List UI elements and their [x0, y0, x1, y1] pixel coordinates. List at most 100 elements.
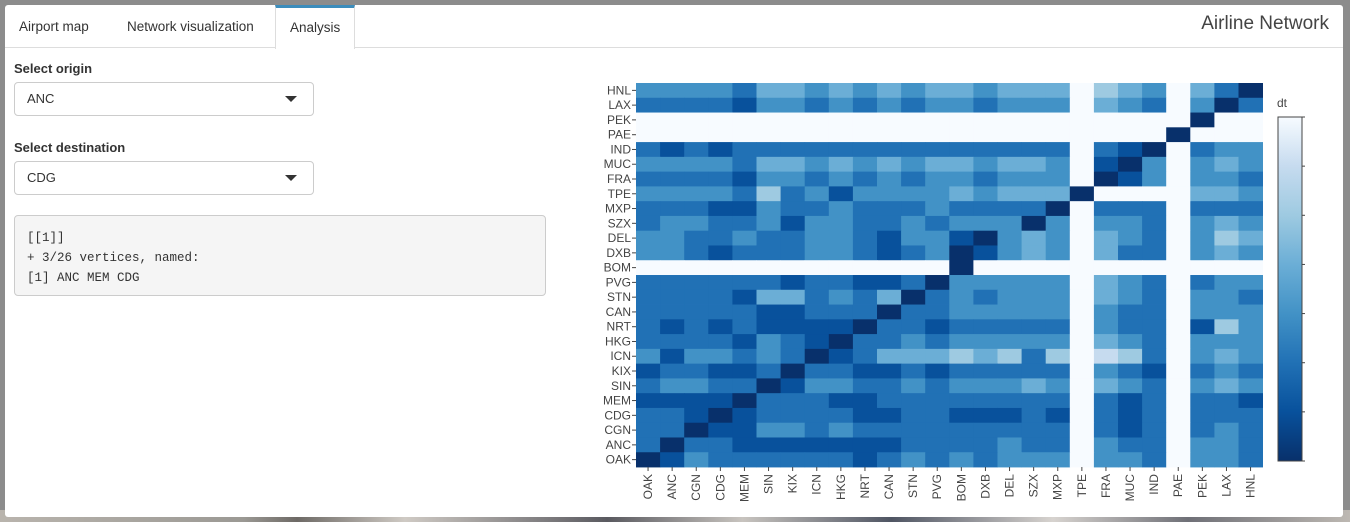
heatmap-cell [636, 348, 661, 365]
heatmap-cell [708, 378, 733, 394]
heatmap-cell [1021, 260, 1047, 276]
heatmap-cell [997, 186, 1022, 202]
heatmap-cell [852, 83, 878, 99]
tab-network-visualization[interactable]: Network visualization [127, 19, 254, 34]
y-tick-label: PAE [608, 128, 631, 142]
heatmap-cell [1021, 407, 1047, 424]
heatmap-cell [997, 437, 1022, 453]
heatmap-cell [901, 127, 926, 143]
heatmap-cell [828, 186, 854, 202]
heatmap-cell [636, 97, 661, 113]
heatmap-cell [1069, 452, 1095, 468]
heatmap-cell [1190, 348, 1215, 365]
heatmap-cell [1214, 378, 1239, 394]
heatmap-cell [828, 289, 854, 305]
heatmap-cell [1238, 260, 1263, 276]
heatmap-cell [1021, 393, 1047, 409]
heatmap-cell [1142, 230, 1167, 246]
heatmap-cell [1238, 230, 1263, 246]
heatmap-cell [828, 112, 854, 128]
heatmap-cell [708, 215, 733, 232]
heatmap-cell [756, 186, 781, 202]
heatmap-cell [949, 245, 974, 261]
heatmap-cell [1166, 127, 1191, 143]
heatmap-cell [925, 393, 950, 409]
heatmap-cell [780, 319, 806, 335]
x-tick-label: HNL [1244, 474, 1258, 498]
heatmap-cell [828, 245, 854, 261]
heatmap-cell [1021, 378, 1047, 394]
heatmap-cell [828, 230, 854, 246]
heatmap-cell [925, 230, 950, 246]
heatmap-cell [1166, 407, 1191, 424]
heatmap-cell [1093, 304, 1119, 320]
heatmap-cell [804, 97, 830, 113]
origin-select[interactable]: ANC [14, 82, 314, 116]
heatmap-cell [756, 422, 781, 438]
heatmap-cell [1045, 127, 1071, 143]
heatmap-cell [1190, 393, 1215, 409]
heatmap-cell [684, 156, 709, 173]
heatmap-cell [973, 393, 998, 409]
heatmap-cell [877, 230, 902, 246]
heatmap-cell [636, 112, 661, 128]
y-tick-label: DXB [606, 246, 631, 260]
heatmap-cell [852, 186, 878, 202]
heatmap-cell [636, 245, 661, 261]
heatmap-cell [1021, 334, 1047, 350]
heatmap-cell [756, 260, 781, 276]
heatmap-cell [1214, 215, 1239, 232]
heatmap-cell [997, 97, 1022, 113]
heatmap-cell [973, 156, 998, 173]
heatmap-cell [684, 215, 709, 232]
heatmap-cell [997, 363, 1022, 379]
heatmap-cell [1238, 437, 1263, 453]
heatmap-cell [1118, 97, 1143, 113]
heatmap-cell [1214, 260, 1239, 276]
heatmap-cell [949, 215, 974, 232]
heatmap-cell [1021, 97, 1047, 113]
heatmap-cell [756, 97, 781, 113]
heatmap-cell [925, 452, 950, 468]
heatmap-cell [1069, 97, 1095, 113]
heatmap-cell [1045, 230, 1071, 246]
tab-bar: Airport map Network visualization Analys… [5, 5, 1343, 49]
heatmap-cell [1069, 215, 1095, 232]
heatmap-cell [1021, 304, 1047, 320]
tab-analysis[interactable]: Analysis [275, 5, 356, 49]
heatmap-cell [732, 422, 757, 438]
output-line: + 3/26 vertices, named: [27, 251, 200, 265]
output-line: [[1]] [27, 231, 65, 245]
heatmap-cell [1045, 142, 1071, 158]
heatmap-chart: HNL LAX PEK PAE IND MUC FRA TPE MXP SZX DEL DXB BOM P… [585, 79, 1315, 516]
heatmap-cell [732, 142, 757, 158]
heatmap-cell [1166, 201, 1191, 217]
heatmap-cell [1069, 260, 1095, 276]
heatmap-cell [1118, 393, 1143, 409]
heatmap-cell [997, 201, 1022, 217]
destination-select[interactable]: CDG [14, 161, 314, 195]
heatmap-cell [1093, 260, 1119, 276]
heatmap-cell [828, 171, 854, 187]
heatmap-cell [1238, 127, 1263, 143]
heatmap-cell [804, 275, 830, 291]
heatmap-cell [925, 245, 950, 261]
heatmap-cell [1238, 171, 1263, 187]
heatmap-cell [973, 437, 998, 453]
heatmap-cell [804, 363, 830, 379]
heatmap-cell [732, 452, 757, 468]
heatmap-cell [925, 437, 950, 453]
tab-airport-map[interactable]: Airport map [19, 19, 89, 34]
heatmap-cell [828, 348, 854, 365]
heatmap-cell [852, 171, 878, 187]
heatmap-cell [660, 422, 685, 438]
heatmap-cell [1190, 215, 1215, 232]
heatmap-cell [1069, 127, 1095, 143]
y-tick-label: DEL [608, 231, 632, 245]
heatmap-cell [949, 156, 974, 173]
heatmap-cell [877, 348, 902, 365]
heatmap-cell [732, 334, 757, 350]
heatmap-cell [997, 407, 1022, 424]
heatmap-cell [1142, 112, 1167, 128]
heatmap-cell [756, 437, 781, 453]
